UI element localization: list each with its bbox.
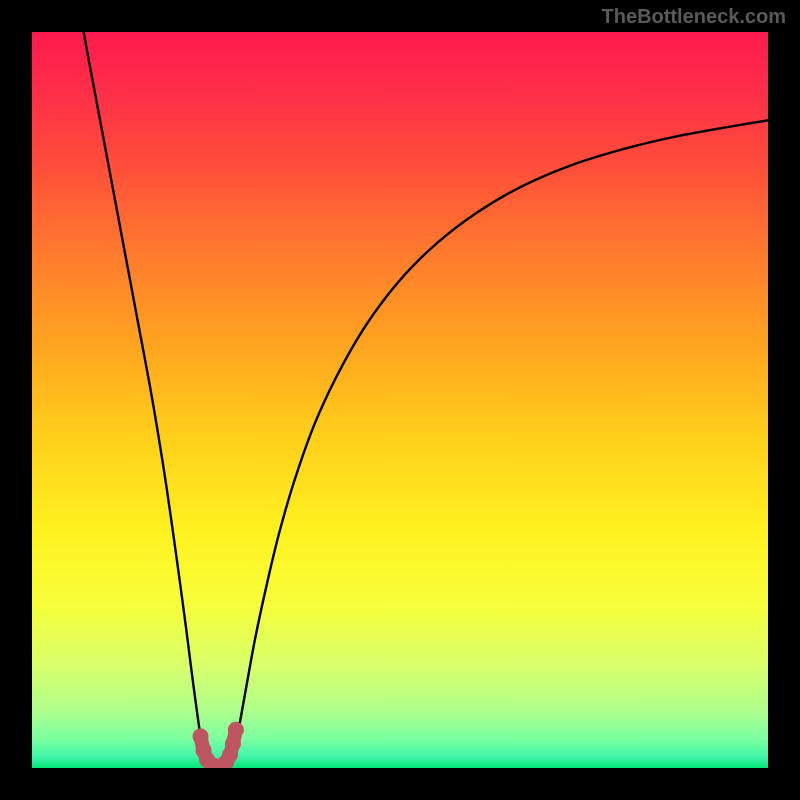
plot-area — [32, 32, 768, 768]
trough-marker — [228, 722, 244, 738]
watermark-text: TheBottleneck.com — [602, 6, 786, 29]
trough-marker — [225, 736, 241, 752]
trough-marker — [193, 728, 209, 744]
bottleneck-curve — [32, 32, 768, 768]
bottleneck-line — [84, 32, 768, 767]
